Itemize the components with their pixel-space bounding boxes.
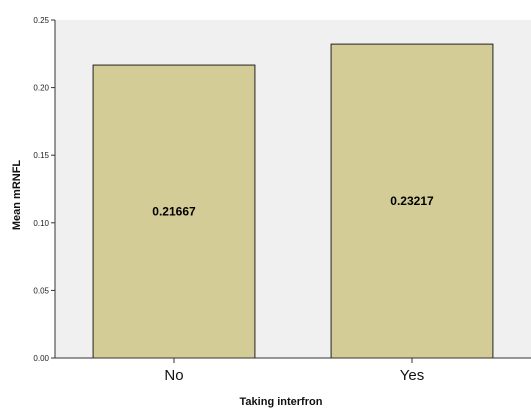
y-tick-label: 0.20 (33, 84, 49, 93)
y-tick-label: 0.00 (33, 354, 49, 363)
bar-no (92, 64, 256, 359)
y-tick-label: 0.25 (33, 16, 49, 25)
y-axis-ticks: 0.00 0.05 0.10 0.15 0.20 0.25 (33, 16, 55, 363)
y-tick-label: 0.05 (33, 286, 49, 295)
y-tick-label: 0.15 (33, 151, 49, 160)
x-axis-categories: No Yes (164, 358, 424, 384)
x-axis-title: Taking interfron (240, 396, 323, 408)
x-category-label: No (164, 367, 183, 384)
data-label: 0.23217 (390, 194, 434, 208)
bar-yes (330, 43, 494, 359)
y-tick-label: 0.10 (33, 219, 49, 228)
data-label: 0.21667 (152, 205, 196, 219)
x-category-label: Yes (400, 367, 424, 384)
y-axis-title: Mean mRNFL (11, 160, 23, 231)
bars: 0.21667 0.23217 (92, 43, 494, 359)
